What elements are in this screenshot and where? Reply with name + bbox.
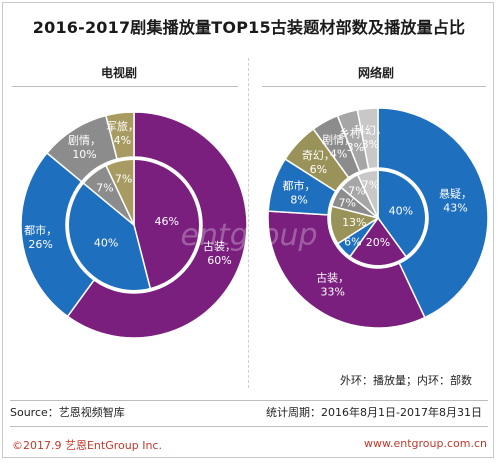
outer-slice-1-6 xyxy=(356,107,379,170)
outer-slice-0-3 xyxy=(104,111,135,161)
inner-slice-label-0-3: 7% xyxy=(115,173,132,186)
outer-slice-name-0-3: 军旅， xyxy=(106,119,139,133)
inner-ring-outline-1 xyxy=(329,169,427,267)
outer-slice-name-1-0: 悬疑， xyxy=(439,188,472,201)
inner-slice-label-0-2: 7% xyxy=(96,181,113,194)
outer-slice-name-1-2: 都市， xyxy=(283,178,316,192)
inner-slice-label-1-1: 20% xyxy=(366,236,390,249)
inner-slice-label-1-0: 40% xyxy=(389,205,413,218)
outer-slice-name-1-6: 科幻， xyxy=(354,123,387,137)
inner-slice-label-1-6: 7% xyxy=(362,178,379,191)
outer-slice-name-1-1: 古装， xyxy=(316,272,349,285)
outer-slice-label-1-1: 33% xyxy=(320,286,344,299)
outer-slice-label-1-5: 3% xyxy=(347,141,364,154)
outer-slice-label-1-2: 8% xyxy=(290,193,307,206)
copyright-text: ©2017.9 艺恩EntGroup Inc. xyxy=(12,439,162,452)
outer-slice-name-0-2: 剧情， xyxy=(68,134,101,147)
inner-slice-label-1-2: 6% xyxy=(344,236,361,249)
outer-slice-name-0-1: 都市， xyxy=(24,223,57,237)
inner-ring-outline-0 xyxy=(67,158,201,292)
outer-slice-name-0-0: 古装， xyxy=(203,240,236,253)
source-text: Source：艺恩视频智库 xyxy=(10,406,125,419)
inner-slice-label-1-4: 7% xyxy=(338,196,355,209)
outer-slice-label-0-0: 60% xyxy=(207,254,231,267)
inner-slice-label-0-0: 46% xyxy=(155,215,179,228)
period-text: 统计周期：2016年8月1日-2017年8月31日 xyxy=(266,406,482,419)
footer-rule-bottom xyxy=(10,426,488,427)
watermark-text: entgroup xyxy=(180,218,317,253)
footer-rule-top xyxy=(10,400,488,401)
web-drama-subtitle: 网络剧 xyxy=(358,66,395,80)
chart-title: 2016-2017剧集播放量TOP15古装题材部数及播放量占比 xyxy=(32,18,466,37)
ring-legend-note: 外环：播放量；内环：部数 xyxy=(340,374,472,387)
inner-slice-label-0-1: 40% xyxy=(94,237,118,250)
inner-slice-label-1-3: 13% xyxy=(342,216,366,229)
tv-drama-donut: 古装，60% 都市，26% 剧情，10% 军旅，4% 46% 40% 7%7% xyxy=(20,111,248,339)
web-subtitle-rule xyxy=(262,86,486,87)
website-link[interactable]: www.entgroup.com.cn xyxy=(364,437,487,450)
web-drama-donut: 悬疑，43%古装，33%都市，8%奇幻，6%剧情，4%乡村，3%科幻，3%40%… xyxy=(267,107,489,329)
outer-slice-label-0-2: 10% xyxy=(72,148,96,161)
inner-slice-label-1-5: 7% xyxy=(348,185,365,198)
outer-slice-label-1-4: 4% xyxy=(330,147,347,160)
outer-slice-1-0 xyxy=(377,107,489,319)
outer-slice-1-1 xyxy=(267,210,426,329)
outer-slice-label-1-0: 43% xyxy=(443,202,467,215)
outer-slice-label-0-3: 4% xyxy=(114,134,131,147)
tv-drama-subtitle: 电视剧 xyxy=(101,66,138,80)
tv-subtitle-rule xyxy=(12,86,238,87)
outer-slice-name-1-3: 奇幻， xyxy=(302,149,335,162)
outer-slice-label-0-1: 26% xyxy=(28,238,52,251)
outer-slice-label-1-6: 3% xyxy=(362,138,379,151)
outer-slice-label-1-3: 6% xyxy=(310,163,327,176)
outer-slice-0-0 xyxy=(66,111,248,339)
panel-divider xyxy=(248,58,250,388)
